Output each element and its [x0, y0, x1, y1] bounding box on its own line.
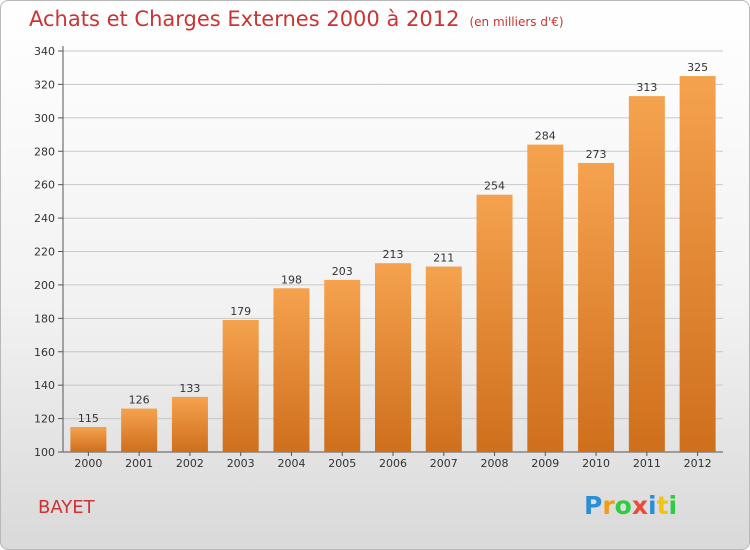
x-tick-label: 2009: [531, 457, 559, 470]
bar: [70, 426, 107, 452]
y-tick-label: 300: [34, 112, 55, 125]
bar: [375, 263, 411, 452]
data-label: 213: [383, 248, 404, 261]
bar: [679, 76, 716, 452]
y-tick-label: 200: [34, 279, 55, 292]
data-label: 313: [636, 81, 657, 94]
bar: [628, 96, 665, 453]
y-tick-label: 280: [34, 145, 55, 158]
y-tick-label: 340: [34, 45, 55, 58]
logo-letter: o: [614, 491, 632, 520]
logo-letter: i: [668, 491, 678, 520]
chart-title: Achats et Charges Externes 2000 à 2012 (e…: [29, 7, 564, 31]
y-tick-label: 120: [34, 413, 55, 426]
x-tick-label: 2003: [227, 457, 255, 470]
data-label: 198: [281, 273, 302, 286]
x-tick-label: 2011: [633, 457, 661, 470]
data-label: 126: [129, 394, 150, 407]
chart-subtitle: (en milliers d'€): [469, 15, 564, 29]
x-tick-label: 2012: [684, 457, 712, 470]
logo-letter: r: [602, 491, 615, 520]
bar: [578, 162, 615, 452]
data-label: 203: [332, 265, 353, 278]
bar: [425, 266, 462, 452]
x-tick-label: 2008: [481, 457, 509, 470]
y-tick-label: 160: [34, 346, 55, 359]
logo-letter: t: [656, 491, 669, 520]
x-tick-label: 2005: [328, 457, 356, 470]
data-label: 254: [484, 180, 505, 193]
bar: [476, 194, 513, 453]
x-tick-label: 2007: [430, 457, 458, 470]
x-tick-label: 2001: [125, 457, 153, 470]
y-tick-label: 320: [34, 78, 55, 91]
data-label: 115: [78, 412, 99, 425]
x-tick-label: 2000: [74, 457, 102, 470]
data-label: 211: [433, 252, 454, 265]
y-tick-label: 180: [34, 312, 55, 325]
bar: [324, 279, 361, 452]
y-tick-label: 100: [34, 446, 55, 459]
y-tick-label: 240: [34, 212, 55, 225]
bar: [121, 408, 158, 452]
data-label: 284: [535, 130, 556, 143]
bar: [222, 320, 259, 452]
data-label: 325: [687, 61, 708, 74]
proxiti-logo: Proxiti: [584, 491, 677, 520]
y-tick-label: 140: [34, 379, 55, 392]
logo-letter: i: [648, 491, 657, 520]
y-tick-label: 260: [34, 179, 55, 192]
data-label: 133: [179, 382, 200, 395]
chart-title-text: Achats et Charges Externes 2000 à 2012: [29, 7, 460, 31]
bar: [527, 144, 564, 453]
x-tick-label: 2006: [379, 457, 407, 470]
y-tick-label: 220: [34, 246, 55, 259]
data-label: 273: [586, 148, 607, 161]
bar: [171, 396, 208, 452]
x-tick-label: 2010: [582, 457, 610, 470]
data-label: 179: [230, 305, 251, 318]
logo-letter: P: [584, 491, 603, 520]
x-tick-label: 2002: [176, 457, 204, 470]
x-tick-label: 2004: [277, 457, 305, 470]
logo-letter: x: [631, 491, 648, 520]
bar: [273, 288, 310, 452]
commune-name: BAYET: [38, 497, 95, 518]
